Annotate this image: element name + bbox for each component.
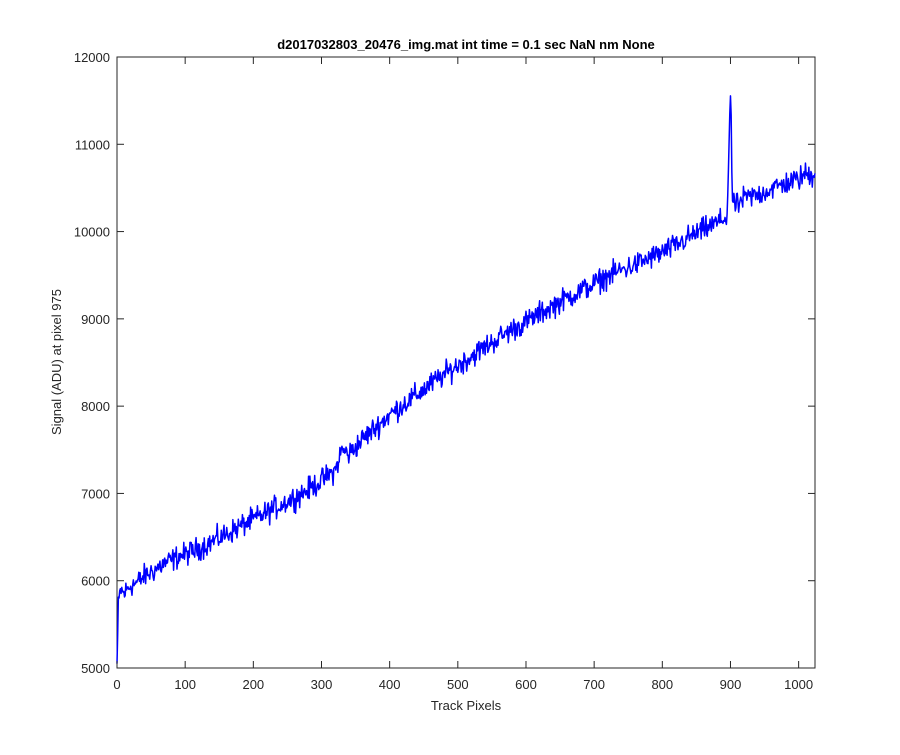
y-tick-label: 9000 — [81, 312, 110, 327]
y-tick-label: 7000 — [81, 486, 110, 501]
x-tick-label: 600 — [515, 677, 537, 692]
x-tick-label: 300 — [311, 677, 333, 692]
x-tick-label: 700 — [583, 677, 605, 692]
x-tick-label: 900 — [720, 677, 742, 692]
x-tick-label: 1000 — [784, 677, 813, 692]
y-tick-label: 5000 — [81, 661, 110, 676]
y-tick-label: 8000 — [81, 399, 110, 414]
y-tick-label: 11000 — [75, 137, 110, 152]
signal-series-line — [116, 95, 816, 664]
x-tick-label: 800 — [651, 677, 673, 692]
y-axis: 5000 6000 7000 8000 9000 10000 11000 12000 — [74, 50, 815, 676]
chart-title: d2017032803_20476_img.mat int time = 0.1… — [277, 37, 655, 52]
x-tick-label: 500 — [447, 677, 469, 692]
plot-area — [116, 56, 816, 669]
x-axis: 0 100 200 300 400 500 600 700 800 900 1000 — [113, 57, 813, 692]
x-axis-label: Track Pixels — [431, 698, 502, 713]
x-tick-label: 400 — [379, 677, 401, 692]
x-tick-label: 100 — [174, 677, 196, 692]
x-tick-label: 200 — [242, 677, 264, 692]
y-tick-label: 12000 — [74, 50, 110, 65]
y-tick-label: 6000 — [81, 574, 110, 589]
y-axis-label: Signal (ADU) at pixel 975 — [49, 289, 64, 435]
x-tick-label: 0 — [113, 677, 120, 692]
y-tick-label: 10000 — [74, 225, 110, 240]
